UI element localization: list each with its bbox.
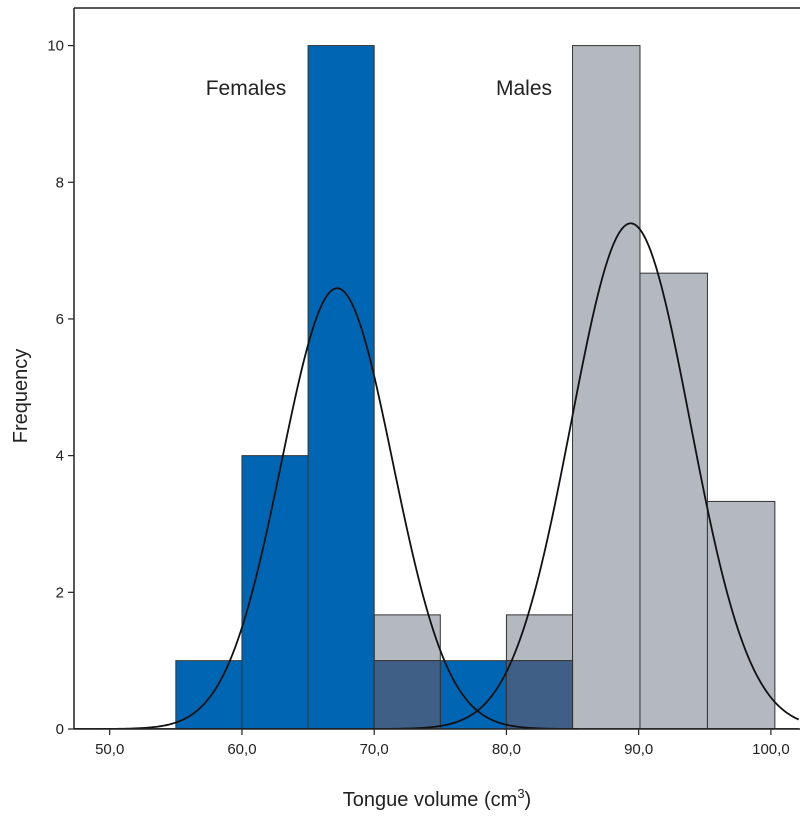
- y-tick-label-4: 8: [56, 174, 64, 191]
- y-tick-label-0: 0: [56, 721, 64, 738]
- x-axis-title-superscript: 3: [517, 786, 524, 801]
- females-bar-4: [439, 660, 507, 729]
- series-label-males: Males: [496, 77, 552, 100]
- females-bar-2: [307, 45, 375, 729]
- axes: 0 2 4 6 8 10 50,0 60,0 70,0 80,0 90,0 100,0: [47, 7, 800, 758]
- males-bar-4: [706, 500, 776, 729]
- x-tick-label-5: 100,0: [752, 741, 790, 758]
- females-normal-curve: [74, 287, 799, 729]
- x-axis-title-close: ): [525, 789, 532, 811]
- y-tick-label-3: 6: [56, 311, 64, 328]
- x-tick-label-0: 50,0: [95, 741, 124, 758]
- y-tick-label-1: 2: [56, 584, 64, 601]
- overlap-bar-3: [373, 660, 441, 729]
- x-tick-label-3: 80,0: [492, 741, 521, 758]
- series-label-females: Females: [206, 77, 287, 100]
- x-tick-label-1: 60,0: [227, 741, 256, 758]
- males-bar-3: [639, 272, 708, 729]
- overlap-bar-5: [505, 660, 574, 729]
- y-tick-label-5: 10: [47, 38, 64, 55]
- labels: Frequency Tongue volume (cm3) Females Ma…: [10, 77, 552, 811]
- x-tick-label-2: 70,0: [360, 741, 389, 758]
- y-axis-title: Frequency: [10, 349, 32, 444]
- x-tick-label-4: 90,0: [624, 741, 653, 758]
- males-normal-curve: [74, 222, 800, 729]
- plot-area: [74, 45, 800, 729]
- x-axis-title-text: Tongue volume (cm: [343, 789, 518, 811]
- y-tick-label-2: 4: [56, 448, 64, 465]
- males-bar-2: [572, 45, 641, 729]
- x-axis-title: Tongue volume (cm3): [343, 786, 531, 811]
